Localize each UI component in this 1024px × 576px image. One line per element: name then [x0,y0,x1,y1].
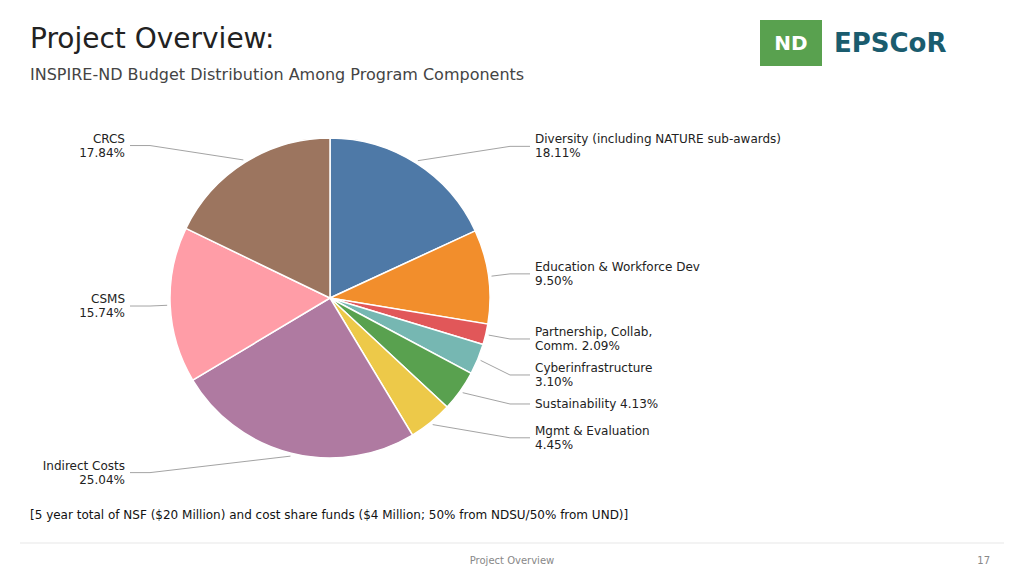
slice-label-line: 17.84% [79,146,125,160]
page-number: 17 [977,555,990,566]
slice-label: Mgmt & Evaluation4.45% [535,424,650,452]
slice-label-line: 3.10% [535,375,573,389]
logo-nd: ND [774,31,807,55]
slice-label-line: Mgmt & Evaluation [535,424,650,438]
chart: Project Overview: INSPIRE-ND Budget Distr… [0,0,1024,576]
footer: [5 year total of NSF ($20 Million) and c… [30,508,628,522]
slice-label-line: Indirect Costs [43,459,125,473]
leader-line [130,456,290,472]
leader-line [433,425,530,438]
slice-label-line: 9.50% [535,274,573,288]
footer-rule [20,543,1004,544]
slice-label-line: CRCS [93,132,125,146]
leader-line [492,274,530,276]
title: Project Overview: [30,22,274,55]
subtitle: INSPIRE-ND Budget Distribution Among Pro… [30,65,524,84]
pie: Diversity (including NATURE sub-awards)1… [43,132,781,487]
leader-line [130,146,243,160]
leader-line [481,360,530,375]
leader-line [130,305,167,307]
slice-label: Sustainability 4.13% [535,397,658,411]
slice-label-line: 15.74% [79,306,125,320]
slice-label: CSMS15.74% [79,292,125,320]
slice-label: Diversity (including NATURE sub-awards)1… [535,132,781,160]
slice-label: Cyberinfrastructure3.10% [535,361,652,389]
leader-line [489,335,530,339]
slice-label-line: 4.45% [535,438,573,452]
slice-label-line: Partnership, Collab, [535,325,652,339]
slice-label-line: 25.04% [79,473,125,487]
slice-label: Education & Workforce Dev9.50% [535,260,700,288]
logo-epscor: EPSCoR [834,28,947,58]
slice-label: Indirect Costs25.04% [43,459,125,487]
slice-label-line: Cyberinfrastructure [535,361,652,375]
logo-box [760,20,822,66]
slice-label: Partnership, Collab,Comm. 2.09% [535,325,652,353]
slice [186,138,330,298]
footer-note: Project Overview [470,555,554,566]
slice-label-line: 18.11% [535,146,581,160]
slice-label-line: Sustainability 4.13% [535,397,658,411]
slice-label-line: Comm. 2.09% [535,339,620,353]
slice-label: CRCS17.84% [79,132,125,160]
leader-line [463,393,530,404]
slice-label-line: Diversity (including NATURE sub-awards) [535,132,781,146]
leader-line [418,146,530,160]
slice-label-line: Education & Workforce Dev [535,260,700,274]
slice-label-line: CSMS [91,292,125,306]
